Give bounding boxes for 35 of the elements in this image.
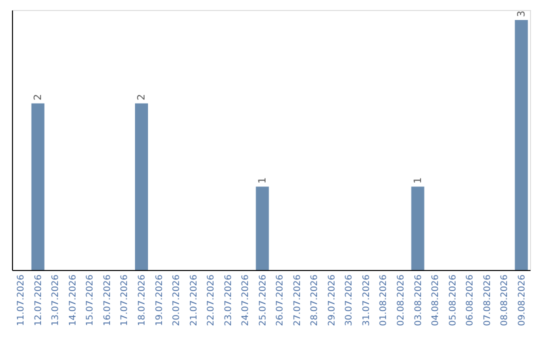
x-tick-label: 08.08.2026 (500, 274, 510, 326)
x-tick-label: 09.08.2026 (517, 274, 528, 326)
x-tick-label: 28.07.2026 (310, 274, 320, 326)
data-label: 1 (257, 177, 268, 184)
x-tick-label: 23.07.2026 (224, 274, 234, 326)
x-tick-label: 04.08.2026 (431, 274, 442, 326)
x-tick-label: 25.07.2026 (258, 274, 268, 326)
x-tick-label: 01.08.2026 (379, 274, 390, 326)
x-tick-label: 14.07.2026 (68, 274, 78, 326)
x-tick-label: 13.07.2026 (51, 274, 62, 326)
x-tick-label: 20.07.2026 (172, 274, 182, 326)
x-tick-label: 24.07.2026 (241, 274, 252, 326)
x-tick-label: 26.07.2026 (276, 274, 286, 326)
x-tick-label: 06.08.2026 (466, 274, 476, 326)
data-label: 1 (412, 177, 424, 184)
x-tick-label: 30.07.2026 (344, 274, 355, 326)
data-label: 3 (516, 10, 528, 17)
x-tick-label: 21.07.2026 (189, 274, 200, 326)
x-tick-label: 19.07.2026 (154, 274, 165, 326)
x-tick-label: 16.07.2026 (102, 274, 113, 326)
x-tick-label: 15.07.2026 (86, 274, 96, 326)
data-label: 2 (32, 94, 44, 100)
x-tick-label: 03.08.2026 (414, 274, 424, 326)
x-tick-label: 11.07.2026 (16, 274, 27, 326)
x-tick-label: 17.07.2026 (120, 274, 130, 326)
x-tick-label: 07.08.2026 (482, 274, 493, 326)
x-tick-label: 05.08.2026 (448, 274, 458, 326)
x-tick-label: 02.08.2026 (396, 274, 406, 326)
x-tick-label: 22.07.2026 (206, 274, 217, 326)
x-tick-label: 27.07.2026 (292, 274, 303, 326)
x-tick-label: 31.07.2026 (362, 274, 372, 326)
x-tick-label: 18.07.2026 (138, 274, 148, 326)
x-tick-label: 29.07.2026 (327, 274, 338, 326)
x-tick-label: 12.07.2026 (34, 274, 44, 326)
data-label: 2 (136, 94, 148, 100)
